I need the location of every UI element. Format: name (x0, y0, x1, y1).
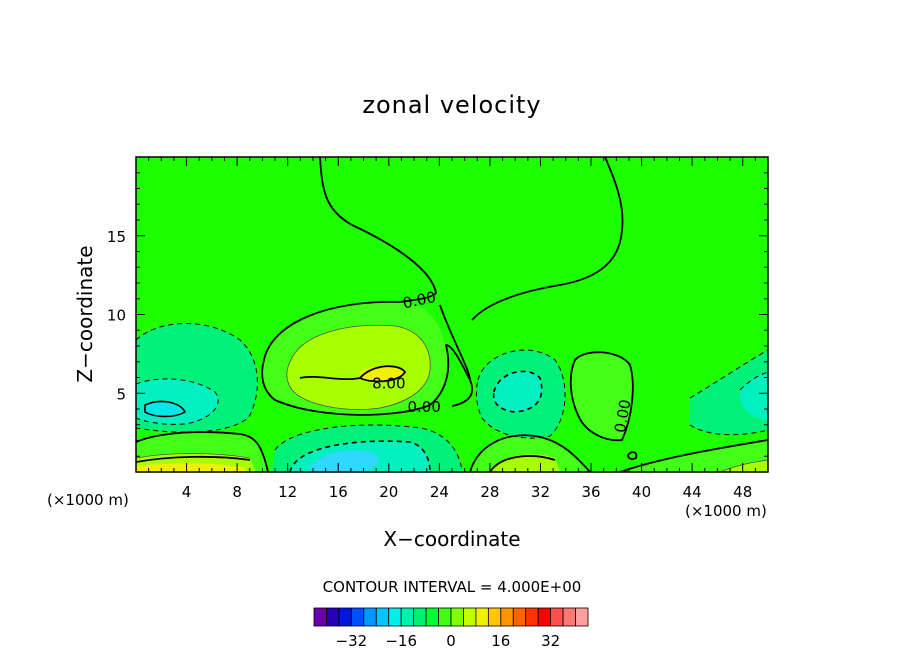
contour-lines-dashed (136, 323, 768, 472)
region-negative-high (145, 401, 185, 417)
thin-contour (136, 453, 251, 459)
x-tick-label: 32 (531, 483, 550, 501)
contour-interval-text: CONTOUR INTERVAL = 4.000E+00 (323, 578, 582, 596)
negative-contour (136, 378, 219, 425)
colorbar-swatch (512, 607, 527, 627)
region-positive-high (136, 463, 246, 472)
zero-contour (439, 157, 624, 381)
negative-contour (739, 371, 768, 391)
colorbar-tick-label: −16 (385, 632, 417, 650)
colorbar-swatch (487, 607, 502, 627)
zero-contour (627, 451, 638, 460)
x-tick-label: 36 (581, 483, 600, 501)
colorbar-swatch (388, 607, 402, 627)
colorbar-swatch (463, 607, 477, 627)
region-negative-low (690, 350, 768, 435)
contour-labels: 0.008.000.00 0.00 (372, 288, 634, 434)
zero-contour (469, 434, 591, 472)
colorbar-tick-label: −32 (336, 632, 368, 650)
y-axis: 5 10 15 (107, 172, 768, 457)
colorbar-tick-label: 0 (446, 632, 456, 650)
negative-contour (274, 424, 463, 472)
y-axis-label: Z−coordinate (73, 245, 97, 382)
x-axis: 4 8 12 16 20 24 28 32 36 40 44 48 (148, 157, 756, 501)
colorbar-swatch (575, 607, 589, 627)
colorbar-swatch (438, 607, 452, 627)
x-unit-left: (×1000 m) (47, 491, 129, 509)
chart-title: zonal velocity (362, 91, 541, 119)
zero-contour (619, 439, 768, 472)
colorbar-swatch (313, 607, 327, 627)
y-tick-label: 10 (107, 307, 126, 325)
colorbar-tick-label: 16 (491, 632, 510, 650)
zero-contour (136, 431, 269, 472)
colorbar-swatch (525, 607, 539, 627)
region-negative-mid (493, 371, 542, 412)
x-tick-label: 44 (683, 483, 702, 501)
x-tick-label: 28 (480, 483, 499, 501)
thin-contour (719, 459, 768, 472)
region-positive-mid (286, 325, 431, 410)
x-tick-label: 12 (278, 483, 297, 501)
x-tick-label: 48 (733, 483, 752, 501)
colorbar (313, 607, 589, 627)
y-tick-label: 5 (116, 385, 126, 403)
colorbar-swatch (326, 607, 340, 627)
positive-contour (489, 455, 556, 472)
colorbar-swatch (500, 607, 514, 627)
y-tick-label: 15 (107, 228, 126, 246)
zero-contour (569, 351, 634, 442)
region-positive-mid (720, 460, 768, 472)
region-negative-high (310, 450, 379, 472)
region-positive-low (620, 440, 768, 472)
colorbar-swatch (363, 607, 377, 627)
zero-contour (261, 157, 474, 416)
colorbar-swatch (550, 607, 564, 627)
negative-contour (689, 349, 768, 399)
colorbar-swatch (425, 607, 439, 627)
negative-contour (289, 440, 431, 472)
x-axis-label: X−coordinate (383, 527, 520, 551)
negative-contour (136, 323, 258, 433)
colorbar-swatch (450, 607, 464, 627)
positive-contour (136, 455, 251, 463)
x-tick-label: 16 (329, 483, 348, 501)
x-tick-label: 40 (632, 483, 651, 501)
colorbar-swatch (400, 607, 415, 627)
x-tick-label: 4 (182, 483, 192, 501)
colorbar-ticks: −32 −16 0 16 32 (336, 632, 561, 650)
negative-contour (689, 424, 768, 436)
colorbar-swatch (562, 607, 576, 627)
negative-contour (475, 349, 566, 439)
colorbar-swatch (475, 607, 489, 627)
contour-label: 0.00 (611, 398, 635, 434)
negative-contour (492, 370, 543, 413)
x-tick-label: 20 (379, 483, 398, 501)
positive-contour (299, 365, 407, 383)
x-unit-right: (×1000 m) (685, 502, 767, 520)
contour-field (136, 157, 768, 472)
negative-core-contour (144, 400, 187, 418)
contour-label: 0.00 (407, 398, 440, 416)
contour-label: 8.00 (372, 375, 405, 393)
colorbar-swatch (375, 607, 390, 627)
colorbar-swatch (537, 607, 552, 627)
region-positive-low (570, 352, 633, 441)
colorbar-swatch (413, 607, 427, 627)
contour-lines-thin (136, 324, 768, 472)
thin-contour (286, 324, 431, 410)
colorbar-swatch (350, 607, 365, 627)
x-tick-label: 8 (232, 483, 242, 501)
colorbar-tick-label: 32 (541, 632, 560, 650)
colorbar-swatch (338, 607, 352, 627)
contour-lines-solid (136, 157, 768, 472)
x-tick-label: 24 (430, 483, 449, 501)
